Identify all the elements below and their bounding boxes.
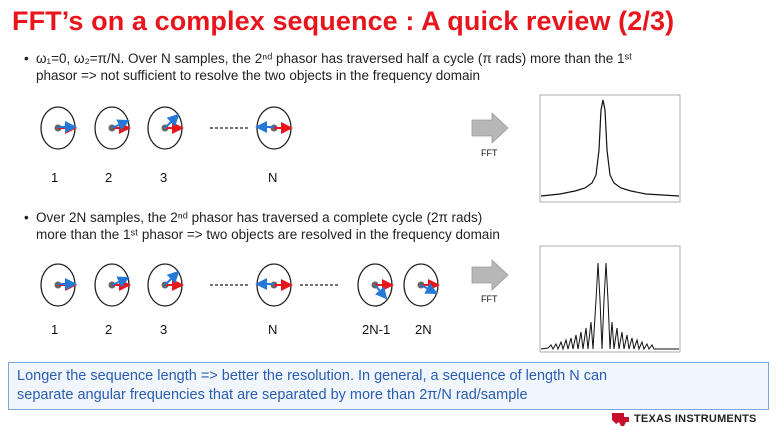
phasor-label: 2N-1: [362, 322, 391, 337]
bullet-1: • ω₁=0, ω₂=π/N. Over N samples, the 2ⁿᵈ …: [24, 50, 756, 84]
phasor-label: 2: [105, 170, 113, 185]
summary-box: Longer the sequence length => better the…: [8, 362, 769, 410]
bullet-1-line-2: phasor => not sufficient to resolve the …: [36, 68, 481, 83]
phasor-label: N: [268, 322, 278, 337]
phasor-circle: [147, 106, 184, 150]
phasor-circle: [357, 263, 394, 307]
spectrum-plot-1: [539, 94, 681, 203]
summary-line-1: Longer the sequence length => better the…: [17, 368, 608, 384]
phasor-label: N: [268, 170, 278, 185]
phasor-label: 2: [105, 322, 113, 337]
phasor-label: 3: [160, 322, 168, 337]
ti-logo-icon: [612, 413, 629, 426]
phasor-circle: [94, 263, 131, 307]
phasor-label: 2N: [415, 322, 432, 337]
bullet-dot: •: [24, 210, 29, 225]
fft-label: FFT: [481, 148, 498, 158]
phasor-circle: [40, 263, 77, 307]
bullet-dot: •: [24, 51, 29, 66]
phasor-circle: [403, 263, 440, 307]
phasor-circle: [255, 263, 293, 307]
phasor-label: 3: [160, 170, 168, 185]
phasor-circle: [147, 263, 184, 307]
bullet-1-line-1: ω₁=0, ω₂=π/N. Over N samples, the 2ⁿᵈ ph…: [36, 51, 633, 66]
summary-line-2: separate angular frequencies that are se…: [17, 387, 528, 403]
right-arrow-icon: [471, 259, 509, 291]
right-arrow-icon: [471, 112, 509, 144]
slide-title: FFT’s on a complex sequence : A quick re…: [12, 6, 675, 36]
bullet-2-line-2: more than the 1ˢᵗ phasor => two objects …: [36, 227, 500, 242]
bullet-2: • Over 2N samples, the 2ⁿᵈ phasor has tr…: [24, 209, 576, 243]
bullet-2-line-1: Over 2N samples, the 2ⁿᵈ phasor has trav…: [36, 210, 483, 225]
brand-name: TEXAS INSTRUMENTS: [634, 413, 757, 425]
phasor-label: 1: [51, 322, 59, 337]
fft-label: FFT: [481, 294, 498, 304]
summary-text: Longer the sequence length => better the…: [17, 367, 757, 405]
phasor-row-1: [40, 106, 293, 150]
phasor-row-2: [40, 263, 440, 307]
phasor-circle: [40, 106, 77, 150]
phasor-circle: [255, 106, 293, 150]
spectrum-plot-2: [539, 245, 681, 353]
phasor-circle: [94, 106, 131, 150]
phasor-label: 1: [51, 170, 59, 185]
